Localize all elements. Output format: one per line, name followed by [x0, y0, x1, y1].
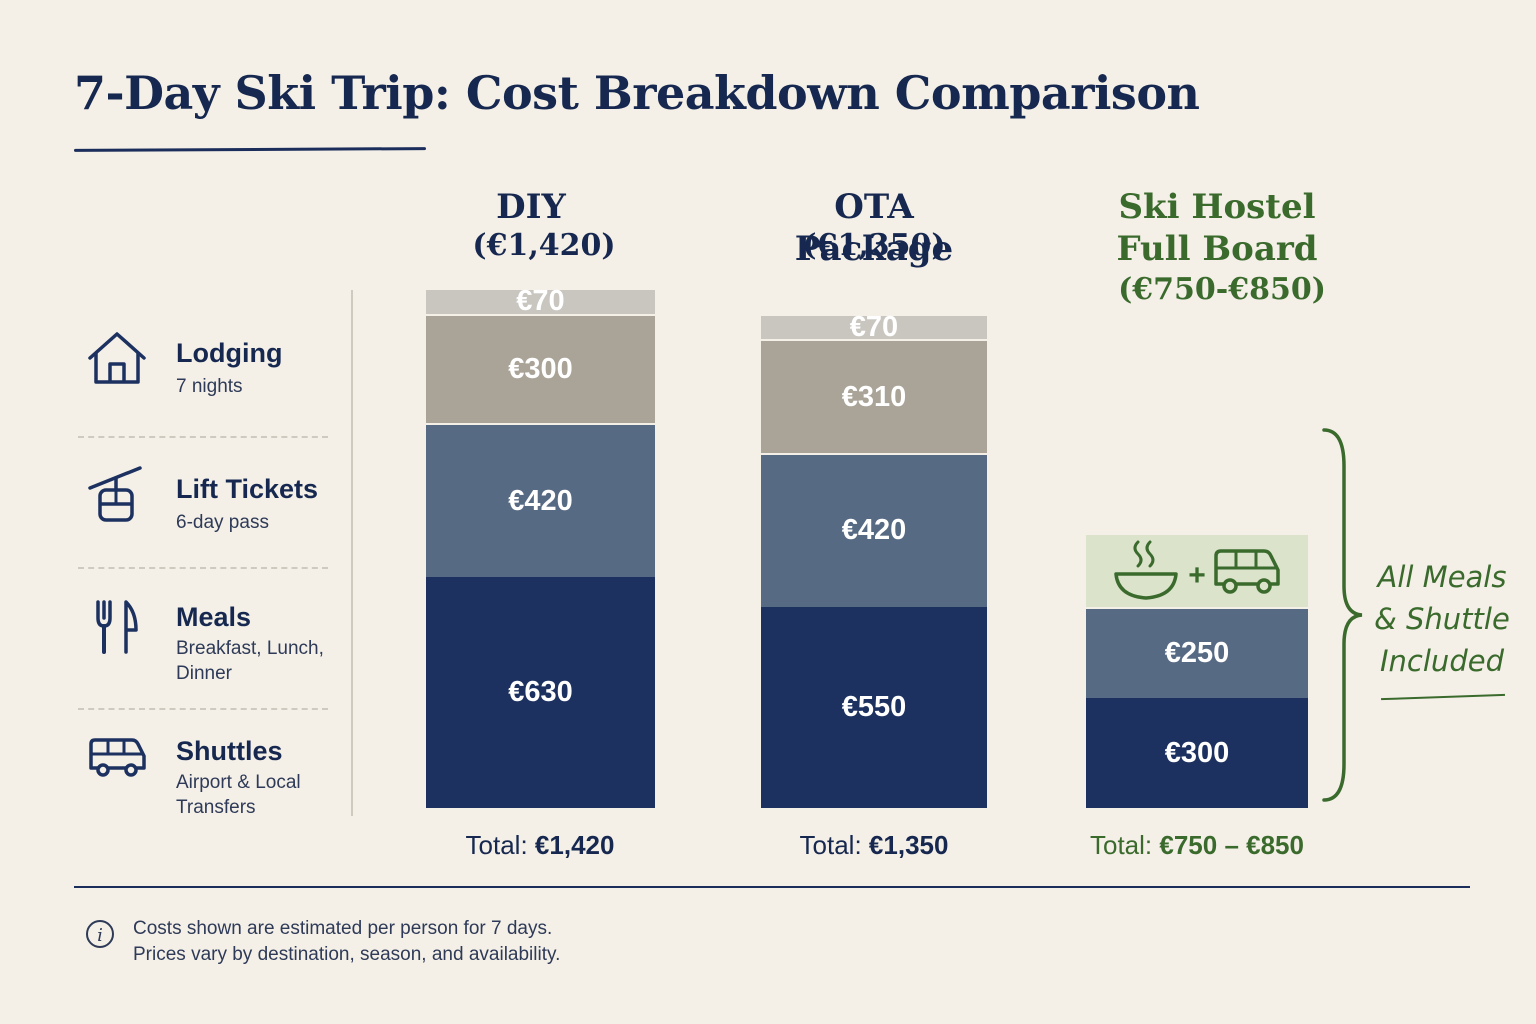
- footnote-line: Costs shown are estimated per person for…: [133, 918, 553, 939]
- legend-sub: 6-day pass: [176, 512, 269, 533]
- plus-icon: +: [1188, 558, 1206, 592]
- van-icon: [1214, 549, 1280, 594]
- annotation-underline: [1381, 693, 1505, 701]
- total-diy: Total: €1,420: [426, 830, 654, 861]
- legend-divider: [351, 290, 353, 816]
- title-underline: [73, 147, 427, 152]
- column-price-diy: (€1,420): [472, 228, 616, 263]
- legend-label: Meals: [176, 602, 252, 632]
- gondola-icon: [88, 466, 142, 522]
- total-label: Total:: [465, 830, 528, 860]
- bar-segment-shuttles: €70: [426, 285, 655, 317]
- total-label: Total:: [1090, 830, 1153, 860]
- bar-value-label: €300: [508, 353, 573, 386]
- legend-label: Shuttles: [176, 736, 283, 766]
- bar-segment-lodging: €630: [426, 577, 655, 808]
- bar-value-label: €550: [841, 690, 907, 723]
- bar-segment-lodging: €300: [1086, 698, 1308, 808]
- bar-segment-lift-tickets: €250: [1086, 606, 1308, 699]
- bar-value-label: €250: [1164, 636, 1230, 669]
- soup-bowl-icon: [1114, 540, 1178, 600]
- house-icon: [88, 332, 146, 384]
- bar-segment-meals-shuttle: +: [1086, 533, 1308, 607]
- footnote: Costs shown are estimated per person for…: [133, 916, 560, 968]
- legend-sub: 7 nights: [176, 376, 243, 397]
- fork-knife-icon: [96, 600, 138, 654]
- legend-label: Lodging: [176, 338, 283, 368]
- footnote-line: Prices vary by destination, season, and …: [133, 944, 561, 965]
- total-value: €750 – €850: [1159, 830, 1304, 860]
- brace-annotation: All Meals & Shuttle Included: [1374, 560, 1510, 678]
- curly-brace-icon: [1322, 428, 1363, 802]
- legend-separator: [78, 567, 328, 569]
- bar-segment-meals: €300: [426, 313, 655, 424]
- bar-value-label: €300: [1164, 736, 1230, 769]
- bar-segment-lift-tickets: €420: [761, 452, 987, 607]
- legend-sub: Airport & Local Transfers: [176, 772, 301, 818]
- svg-text:i: i: [97, 925, 103, 946]
- total-hostel: Total: €750 – €850: [1074, 830, 1320, 861]
- column-title-hostel-line2: Full Board: [1116, 229, 1318, 269]
- bar-segment-lodging: €550: [761, 606, 987, 808]
- total-ota: Total: €1,350: [760, 830, 988, 861]
- bar-value-label: €630: [508, 676, 573, 709]
- bar-segment-meals: €310: [761, 339, 987, 453]
- bar-segment-shuttles: €70: [761, 311, 987, 343]
- column-title-diy: DIY: [496, 187, 566, 227]
- column-price-hostel: (€750-€850): [1118, 272, 1326, 307]
- bar-value-label: €420: [508, 484, 573, 517]
- bar-value-label: €420: [841, 514, 907, 547]
- footer-rule: [74, 886, 1470, 888]
- total-value: €1,350: [868, 830, 949, 860]
- bar-segment-lift-tickets: €420: [426, 423, 655, 578]
- info-icon: i: [86, 920, 114, 948]
- chart-title: 7-Day Ski Trip: Cost Breakdown Compariso…: [74, 66, 1200, 120]
- column-price-ota: (€1,350): [802, 228, 946, 263]
- legend-separator: [78, 708, 328, 710]
- legend-sub: Breakfast, Lunch, Dinner: [176, 638, 324, 684]
- column-title-ota: OTA Package: [794, 187, 954, 269]
- legend-separator: [78, 436, 328, 438]
- bar-value-label: €70: [516, 285, 565, 318]
- legend-label: Lift Tickets: [176, 474, 319, 504]
- bar-value-label: €310: [841, 380, 907, 413]
- total-label: Total:: [799, 830, 862, 860]
- bar-value-label: €70: [849, 310, 899, 343]
- van-icon: [89, 738, 146, 777]
- column-title-hostel-line1: Ski Hostel: [1118, 187, 1316, 227]
- total-value: €1,420: [534, 830, 615, 860]
